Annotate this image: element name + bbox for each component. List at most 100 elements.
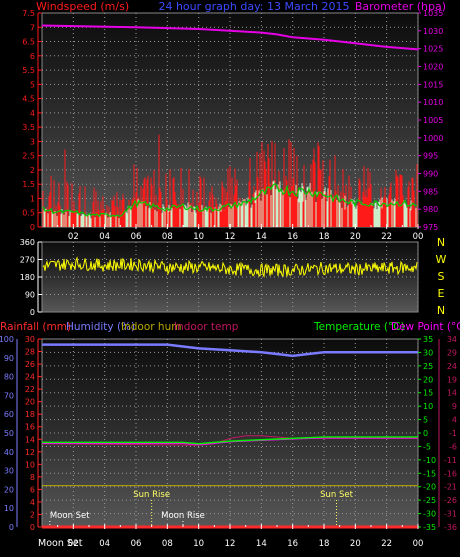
wind-y-tick-label: 6 [30,52,35,61]
humidity-y-tick-label: 50 [4,429,14,438]
dewpoint-y-tick-label: -6 [449,442,457,451]
compass-label: N [437,304,445,317]
temperature-y-tick-label: -5 [423,442,431,451]
x-tick-label: 10 [193,539,204,549]
humidity-line [42,343,418,358]
x-tick-label: 08 [162,539,173,549]
x-tick-label: 04 [99,232,110,242]
x-tick-label: 00 [413,539,424,549]
barometer-y-tick-label: 980 [423,205,438,214]
rainfall-y-tick-label: 24 [25,373,35,382]
barometer-y-tick-label: 995 [423,152,438,161]
wind-y-tick-label: 0 [30,223,35,232]
humidity-y-tick-label: 80 [4,373,14,382]
x-tick-label: 02 [68,539,79,549]
dewpoint-y-tick-label: -26 [444,496,457,505]
wind-gust-bars [42,134,418,227]
rainfall-y-tick-label: 22 [25,385,35,394]
barometer-y-tick-label: 1015 [423,80,443,89]
direction-grid [42,242,419,312]
temperature-y-tick-label: 20 [423,375,433,384]
x-tick-label: 06 [131,232,142,242]
barometer-y-tick-label: 1025 [423,45,443,54]
wind-avg-line [42,183,418,218]
dewpoint-y-ticks: -36 -31 -26 -21 -16 -11 -6 -1 4 9 14 19 24 29 34 [438,335,457,532]
x-tick-label: 20 [350,539,361,549]
barometer-y-tick-label: 1035 [423,9,443,18]
humidity-y-tick-label: 90 [4,354,14,363]
barometer-y-ticks: 975 980 985 990 995 1000 1005 1010 1015 1020 1025 1… [418,9,443,232]
dewpoint-y-tick-label: -1 [449,429,457,438]
temperature-y-tick-label: 10 [423,402,433,411]
direction-y-tick-label: 90 [25,291,35,300]
rainfall-y-tick-label: 10 [25,460,35,469]
wind-direction-trace [42,256,418,278]
wind-y-tick-label: 6.5 [22,38,35,47]
x-tick-label: 12 [225,232,236,242]
rainfall-y-tick-label: 2 [30,510,35,519]
dewpoint-y-tick-label: -11 [444,456,457,465]
x-tick-label: 14 [256,232,267,242]
temperature-y-tick-label: -20 [423,483,436,492]
wind-y-tick-label: 5 [30,80,35,89]
dewpoint-y-tick-label: 29 [447,348,457,357]
temperature-grid [42,339,419,527]
rainfall-y-tick-label: 12 [25,448,35,457]
temperature-y-tick-label: 25 [423,362,433,371]
dewpoint-y-tick-label: -31 [444,510,457,519]
x-tick-label: 14 [256,539,267,549]
rainfall-y-tick-label: 16 [25,423,35,432]
barometer-y-tick-label: 1030 [423,27,443,36]
hour-x-ticks: 02 04 06 08 10 12 14 16 18 20 22 00 [57,224,424,242]
x-tick-label: 18 [319,539,330,549]
x-tick-label: 18 [319,232,330,242]
humidity-y-tick-label: 40 [4,448,14,457]
rainfall-y-tick-label: 0 [30,523,35,532]
rainfall-y-tick-label: 30 [25,335,35,344]
compass-label: N [437,236,445,249]
wind-axis-title: Windspeed (m/s) [36,0,129,13]
rainfall-y-tick-label: 20 [25,398,35,407]
x-tick-label: 04 [99,539,110,549]
temperature-y-tick-label: -25 [423,496,436,505]
temperature-y-tick-label: 5 [423,416,428,425]
wind-y-tick-label: 4.5 [22,95,35,104]
temperature-y-tick-label: 15 [423,389,433,398]
direction-y-tick-label: 270 [20,256,35,265]
barometer-axis-title: Barometer (hpa) [355,0,446,13]
dewpoint-y-tick-label: 24 [447,362,457,371]
rainfall-y-tick-label: 4 [30,498,35,507]
temperature-y-tick-label: 35 [423,335,433,344]
x-tick-label: 22 [381,539,392,549]
humidity-y-tick-label: 10 [4,504,14,513]
barometer-y-tick-label: 1000 [423,134,443,143]
rainfall-y-tick-label: 18 [25,410,35,419]
temperature-axis-title: Temperature (°C) [313,321,405,333]
dewpoint-y-tick-label: 34 [447,335,457,344]
compass-label: E [438,287,445,300]
rainfall-y-tick-label: 26 [25,360,35,369]
barometer-y-tick-label: 990 [423,170,438,179]
bottom-hour-x-ticks: 02 04 06 08 10 12 14 16 18 20 22 00 [57,524,424,549]
x-tick-label: 00 [413,232,424,242]
indoor-temp-axis-title: Indoor temp [174,321,239,333]
barometer-y-tick-label: 1010 [423,98,443,107]
x-tick-label: 08 [162,232,173,242]
direction-y-tick-label: 180 [20,273,35,282]
rainfall-axis-title: Rainfall (mm) [0,321,71,333]
rainfall-y-tick-label: 6 [30,485,35,494]
barometer-trace [41,24,419,51]
temperature-y-tick-label: -10 [423,456,436,465]
x-tick-label: 20 [350,232,361,242]
dewpoint-y-tick-label: -16 [444,469,457,478]
dewpoint-y-tick-label: 19 [447,375,457,384]
x-tick-label: 12 [225,539,236,549]
humidity-y-ticks: 0 10 20 30 40 50 60 70 80 90 100 [0,335,18,532]
event-label: Sun Set [320,490,353,500]
temperature-y-tick-label: -30 [423,510,436,519]
temperature-y-tick-label: -35 [423,523,436,532]
